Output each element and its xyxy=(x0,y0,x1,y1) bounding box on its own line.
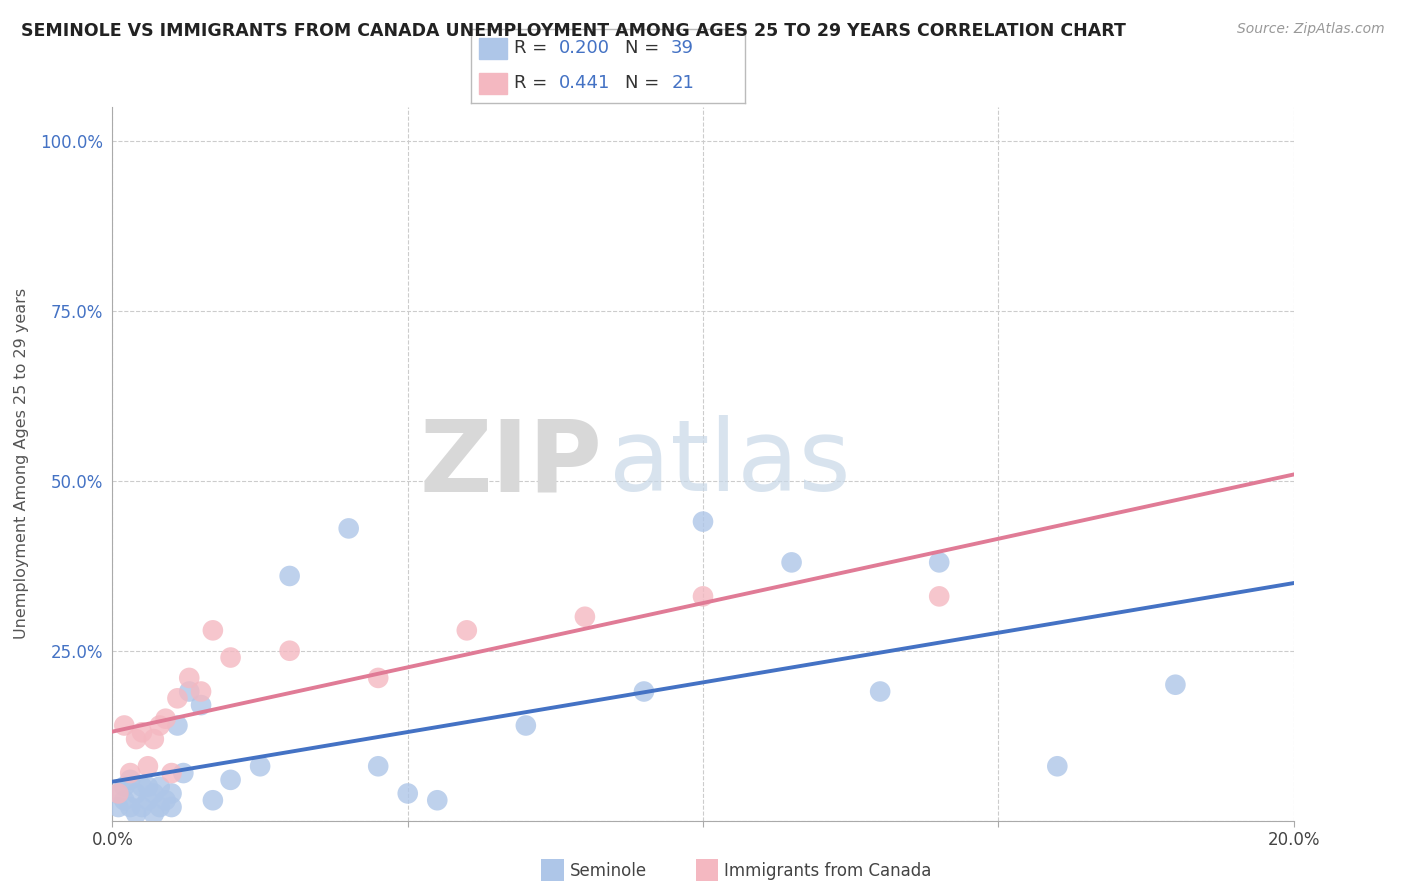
Text: Source: ZipAtlas.com: Source: ZipAtlas.com xyxy=(1237,22,1385,37)
Text: 21: 21 xyxy=(671,74,695,92)
Point xyxy=(692,515,714,529)
Point xyxy=(131,780,153,794)
Point xyxy=(149,800,172,814)
Point xyxy=(136,759,159,773)
Point xyxy=(633,684,655,698)
Point xyxy=(396,787,419,801)
Text: N =: N = xyxy=(624,74,665,92)
Point xyxy=(107,787,129,801)
Point xyxy=(160,787,183,801)
Point xyxy=(278,569,301,583)
Point xyxy=(1046,759,1069,773)
Text: R =: R = xyxy=(513,39,553,57)
Text: N =: N = xyxy=(624,39,665,57)
Point xyxy=(160,800,183,814)
Point xyxy=(160,766,183,780)
Text: Immigrants from Canada: Immigrants from Canada xyxy=(724,862,931,880)
Point xyxy=(456,624,478,638)
Text: 39: 39 xyxy=(671,39,695,57)
Point xyxy=(120,772,142,787)
Point xyxy=(120,800,142,814)
Point xyxy=(780,555,803,569)
Point xyxy=(201,793,224,807)
Point xyxy=(136,793,159,807)
Point xyxy=(166,718,188,732)
Point xyxy=(201,624,224,638)
Point xyxy=(219,650,242,665)
Point xyxy=(149,780,172,794)
Point xyxy=(928,555,950,569)
Point xyxy=(142,806,165,821)
Point xyxy=(179,671,201,685)
Point xyxy=(131,800,153,814)
Point xyxy=(142,787,165,801)
Point xyxy=(337,521,360,535)
Point xyxy=(112,793,135,807)
Point xyxy=(426,793,449,807)
Point xyxy=(190,698,212,712)
Point xyxy=(120,766,142,780)
Point xyxy=(249,759,271,773)
Text: Seminole: Seminole xyxy=(569,862,647,880)
Point xyxy=(125,732,148,747)
Text: atlas: atlas xyxy=(609,416,851,512)
Point xyxy=(125,806,148,821)
Point xyxy=(125,787,148,801)
Point xyxy=(166,691,188,706)
Point xyxy=(172,766,194,780)
Point xyxy=(112,780,135,794)
Text: R =: R = xyxy=(513,74,553,92)
Point xyxy=(515,718,537,732)
Point xyxy=(278,644,301,658)
Point xyxy=(107,800,129,814)
Point xyxy=(1164,678,1187,692)
Point xyxy=(574,609,596,624)
Point xyxy=(131,725,153,739)
Text: 0.200: 0.200 xyxy=(558,39,610,57)
Point xyxy=(692,590,714,604)
Bar xyxy=(479,38,506,59)
Y-axis label: Unemployment Among Ages 25 to 29 years: Unemployment Among Ages 25 to 29 years xyxy=(14,288,28,640)
Point xyxy=(367,671,389,685)
Text: SEMINOLE VS IMMIGRANTS FROM CANADA UNEMPLOYMENT AMONG AGES 25 TO 29 YEARS CORREL: SEMINOLE VS IMMIGRANTS FROM CANADA UNEMP… xyxy=(21,22,1126,40)
Point xyxy=(190,684,212,698)
Point xyxy=(219,772,242,787)
Bar xyxy=(479,73,506,94)
Text: ZIP: ZIP xyxy=(420,416,603,512)
Text: 0.441: 0.441 xyxy=(558,74,610,92)
Point xyxy=(179,684,201,698)
Point xyxy=(155,793,177,807)
Point xyxy=(155,712,177,726)
Point xyxy=(107,787,129,801)
Point xyxy=(136,780,159,794)
Point xyxy=(928,590,950,604)
Point xyxy=(869,684,891,698)
Point xyxy=(112,718,135,732)
Point xyxy=(149,718,172,732)
Point xyxy=(367,759,389,773)
Point xyxy=(142,732,165,747)
